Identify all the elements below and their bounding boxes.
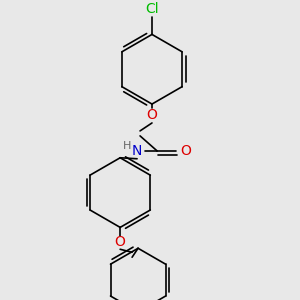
Text: Cl: Cl [145, 2, 159, 16]
Text: H: H [123, 141, 131, 151]
Text: O: O [115, 235, 126, 249]
Text: N: N [132, 144, 142, 158]
Text: O: O [147, 108, 158, 122]
Text: O: O [180, 144, 191, 158]
